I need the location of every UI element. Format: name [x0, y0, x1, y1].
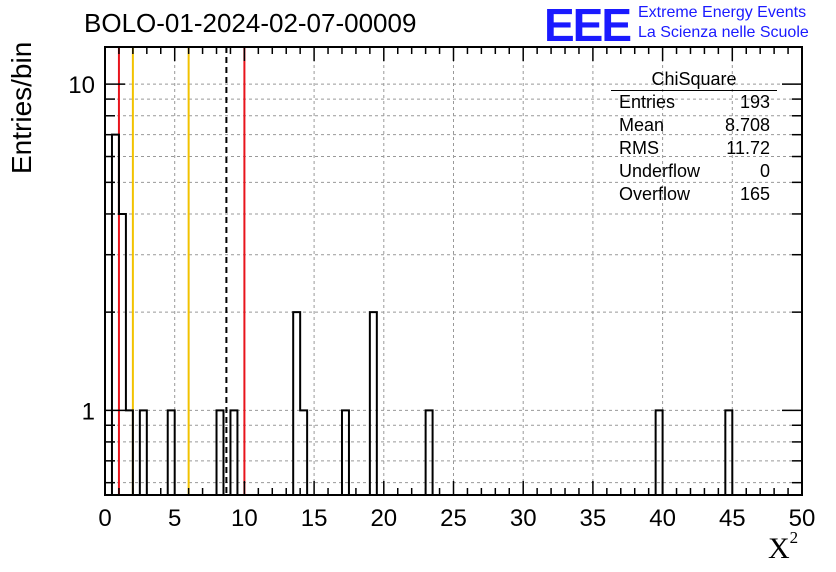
histogram-bar	[168, 410, 175, 495]
stats-label: Underflow	[619, 161, 701, 181]
stats-row-overflow: Overflow 165	[611, 183, 777, 206]
stats-row-underflow: Underflow 0	[611, 160, 777, 183]
stats-label: Mean	[619, 115, 665, 135]
stats-label: RMS	[619, 138, 659, 158]
histogram-bar	[370, 312, 377, 495]
x-tick-label: 50	[789, 505, 816, 532]
x-axis-label-superscript: 2	[789, 528, 799, 547]
x-tick-label: 10	[231, 505, 258, 532]
histogram-bar	[217, 410, 224, 495]
x-tick-label: 30	[510, 505, 537, 532]
x-tick-label: 45	[719, 505, 746, 532]
logo-mark: EEE	[544, 0, 632, 51]
x-tick-label: 5	[168, 505, 181, 532]
stats-label: Overflow	[619, 184, 691, 204]
x-axis-label: X2	[768, 528, 798, 566]
histogram-bar	[342, 410, 349, 495]
histogram-bar	[300, 410, 307, 495]
histogram-bar	[126, 410, 133, 495]
stats-box: ChiSquare Entries 193 Mean 8.708 RMS 11.72 Und…	[611, 68, 777, 206]
x-tick-label: 15	[301, 505, 328, 532]
stats-row-rms: RMS 11.72	[611, 137, 777, 160]
histogram-bar	[112, 135, 119, 495]
histogram-bar	[725, 410, 732, 495]
histogram-bar	[140, 410, 147, 495]
chart-title: BOLO-01-2024-02-07-00009	[84, 8, 417, 38]
x-axis-label-base: X	[768, 532, 790, 565]
histogram-bar	[119, 214, 126, 495]
y-tick-label: 10	[68, 72, 95, 99]
stats-row-entries: Entries 193	[611, 91, 777, 114]
stats-value: 8.708	[724, 115, 770, 135]
stats-value: 193	[739, 92, 770, 112]
histogram-bar	[293, 312, 300, 495]
stats-row-mean: Mean 8.708	[611, 114, 777, 137]
histogram-bar	[230, 410, 237, 495]
logo-tagline-2: La Scienza nelle Scuole	[638, 24, 809, 41]
stats-title: ChiSquare	[651, 69, 737, 89]
stats-value: 11.72	[726, 138, 770, 158]
y-tick-label: 1	[82, 398, 95, 425]
x-tick-label: 25	[440, 505, 467, 532]
logo-tagline-1: Extreme Energy Events	[638, 4, 807, 21]
histogram-bar	[656, 410, 663, 495]
x-tick-label: 20	[370, 505, 397, 532]
stats-rows: Entries 193 Mean 8.708 RMS 11.72 Underflow 0 Ove…	[611, 91, 777, 206]
x-tick-label: 40	[649, 505, 676, 532]
x-tick-label: 35	[580, 505, 607, 532]
stats-value: 165	[739, 184, 770, 204]
stats-label: Entries	[619, 92, 676, 112]
x-tick-label: 0	[98, 505, 111, 532]
stats-value: 0	[759, 161, 770, 181]
eee-logo: EEE Extreme Energy Events La Scienza nel…	[544, 0, 834, 51]
histogram-bar	[426, 410, 433, 495]
stats-separator	[611, 90, 777, 91]
